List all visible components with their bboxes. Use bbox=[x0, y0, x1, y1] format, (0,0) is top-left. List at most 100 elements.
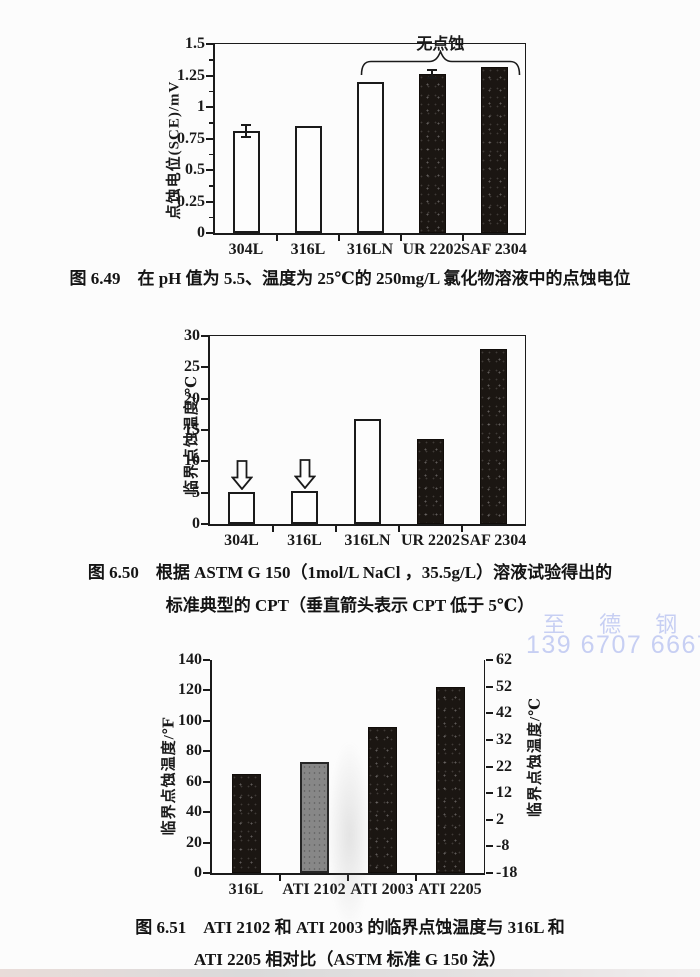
y-axis-tick-label: 0 bbox=[192, 515, 200, 532]
bar-ati-2205 bbox=[435, 687, 465, 873]
x-category-label: 316LN bbox=[344, 532, 391, 549]
y-axis-tick bbox=[201, 491, 208, 494]
bar-304l bbox=[232, 130, 260, 233]
scan-edge-strip bbox=[0, 969, 700, 977]
chart-fig-6-51-plot: 0 20 40 60 80 100 120 140 -18 -8 2 12 22 32 42 52 62 316L… bbox=[178, 651, 517, 930]
y-axis-tick bbox=[201, 523, 208, 525]
x-axis-tick bbox=[276, 235, 278, 241]
y-axis-tick bbox=[203, 719, 210, 722]
x-category-label: UR 2202 bbox=[400, 532, 461, 549]
x-category-label: ATI 2205 bbox=[418, 881, 482, 898]
x-category-label: SAF 2304 bbox=[460, 532, 527, 549]
watermark-company-name: 至 德 钢 业 bbox=[543, 612, 700, 637]
y-axis-tick-label: 1.5 bbox=[185, 35, 205, 52]
error-bar-line bbox=[431, 70, 433, 78]
bar-316l bbox=[294, 125, 322, 233]
y-axis-tick bbox=[201, 429, 208, 431]
bar-ati-2102 bbox=[299, 761, 329, 873]
error-bar-cap bbox=[427, 77, 437, 80]
y-axis-tick-label: 10 bbox=[184, 452, 200, 470]
error-bar-line bbox=[245, 124, 247, 138]
y-axis-tick bbox=[206, 74, 213, 77]
y-axis-tick-label: 0 bbox=[194, 864, 202, 881]
y-axis-tick-label: 100 bbox=[178, 711, 202, 729]
bar-316ln bbox=[354, 419, 381, 524]
x-category-label: 316L bbox=[228, 881, 264, 898]
y-axis-tick-label: 40 bbox=[186, 803, 202, 821]
y-axis-tick-label: 0 bbox=[197, 224, 205, 241]
x-category-label: 316LN bbox=[346, 241, 394, 258]
y-axis-tick-label: 60 bbox=[186, 772, 202, 790]
error-bar-cap bbox=[241, 123, 251, 126]
y-axis-tick-label: 120 bbox=[178, 681, 202, 699]
error-bar-cap bbox=[427, 69, 437, 72]
right-y-axis-tick bbox=[486, 872, 493, 874]
chart-651-left-y-axis-label: 临界点蚀温度/℉ bbox=[161, 716, 178, 836]
no-pitting-brace bbox=[360, 50, 521, 76]
x-axis-tick bbox=[461, 526, 463, 532]
x-axis-tick bbox=[462, 235, 464, 241]
caption-line: 标准典型的 CPT（垂直箭头表示 CPT 低于 5℃） bbox=[165, 596, 535, 615]
x-category-label: 304L bbox=[228, 241, 264, 258]
figure-caption-6-50: 图 6.50 根据 ASTM G 150（1mol/L NaCl ，35.5g/… bbox=[0, 556, 700, 622]
y-axis-tick-label: 1.25 bbox=[177, 66, 205, 84]
y-axis-tick-label: 30 bbox=[184, 327, 200, 344]
chart-fig-6-50-plot: 0 5 10 15 20 25 30 304L 316L 316LN UR 2202 SAF 2304 bbox=[184, 327, 526, 549]
x-axis-tick bbox=[347, 875, 349, 881]
y-axis-tick-label: 0.5 bbox=[185, 161, 205, 178]
x-axis-tick bbox=[335, 526, 337, 532]
x-axis-tick bbox=[272, 526, 274, 532]
caption-line: 图 6.51 ATI 2102 和 ATI 2003 的临界点蚀温度与 316L… bbox=[135, 918, 565, 937]
right-y-axis-tick bbox=[486, 845, 493, 848]
y-axis-tick-label: 0.25 bbox=[177, 192, 205, 210]
x-axis-tick bbox=[400, 235, 402, 241]
bar-ur-2202 bbox=[418, 74, 446, 233]
figure-caption-6-49: 图 6.49 在 pH 值为 5.5、温度为 25℃的 250mg/L 氯化物溶… bbox=[0, 264, 700, 289]
right-y-axis-tick bbox=[486, 792, 493, 795]
right-y-axis-tick-label: -8 bbox=[496, 837, 510, 855]
y-axis-tick-label: 0.75 bbox=[177, 129, 205, 147]
y-axis-minor-tick bbox=[209, 90, 213, 92]
bar-304l bbox=[228, 492, 255, 524]
right-y-axis-tick bbox=[486, 738, 493, 741]
chart-fig-6-49-plot: 0 0.25 0.5 0.75 1 1.25 1.5 304L 316L 316LN UR 2202… bbox=[177, 35, 527, 258]
y-axis-tick bbox=[206, 43, 213, 45]
x-category-label: SAF 2304 bbox=[461, 241, 527, 258]
x-category-label: 316L bbox=[290, 241, 326, 258]
y-axis-minor-tick bbox=[209, 153, 213, 155]
right-y-axis-tick-label: 42 bbox=[496, 704, 512, 722]
x-category-label: ATI 2003 bbox=[350, 881, 414, 898]
right-y-axis-tick-label: 62 bbox=[496, 651, 512, 668]
right-y-axis-tick bbox=[486, 659, 493, 661]
right-y-axis-tick bbox=[486, 818, 493, 821]
y-axis-tick-label: 140 bbox=[178, 651, 202, 668]
y-axis-tick bbox=[203, 689, 210, 692]
right-y-axis-tick-label: -18 bbox=[496, 864, 518, 881]
y-axis-tick bbox=[203, 659, 210, 661]
y-axis-tick-label: 5 bbox=[192, 483, 200, 501]
bar-ur-2202 bbox=[417, 439, 444, 524]
y-axis-minor-tick bbox=[209, 185, 213, 187]
no-pitting-annotation: 无点蚀 bbox=[416, 36, 465, 53]
x-axis-tick bbox=[415, 875, 417, 881]
y-axis-tick bbox=[203, 841, 210, 844]
y-axis-tick bbox=[201, 397, 208, 400]
x-category-label: UR 2202 bbox=[402, 241, 462, 258]
y-axis-tick bbox=[201, 366, 208, 369]
right-y-axis-tick-label: 2 bbox=[496, 810, 504, 828]
caption-line: 图 6.50 根据 ASTM G 150（1mol/L NaCl ，35.5g/… bbox=[87, 563, 613, 582]
right-y-axis-tick bbox=[486, 685, 493, 688]
y-axis-tick-label: 20 bbox=[186, 833, 202, 851]
bar-316l bbox=[291, 490, 318, 524]
bar-saf-2304 bbox=[480, 348, 507, 524]
chart-650-y-axis-label: 临界点蚀温度/℃ bbox=[184, 374, 200, 496]
right-y-axis-tick bbox=[486, 765, 493, 768]
y-axis-tick bbox=[206, 200, 213, 203]
bar-316ln bbox=[356, 81, 384, 233]
y-axis-tick-label: 1 bbox=[197, 98, 205, 115]
y-axis-tick bbox=[203, 811, 210, 814]
x-category-label: ATI 2102 bbox=[282, 881, 346, 898]
below-detection-arrow-icon bbox=[293, 458, 316, 489]
right-y-axis-tick bbox=[486, 712, 493, 715]
